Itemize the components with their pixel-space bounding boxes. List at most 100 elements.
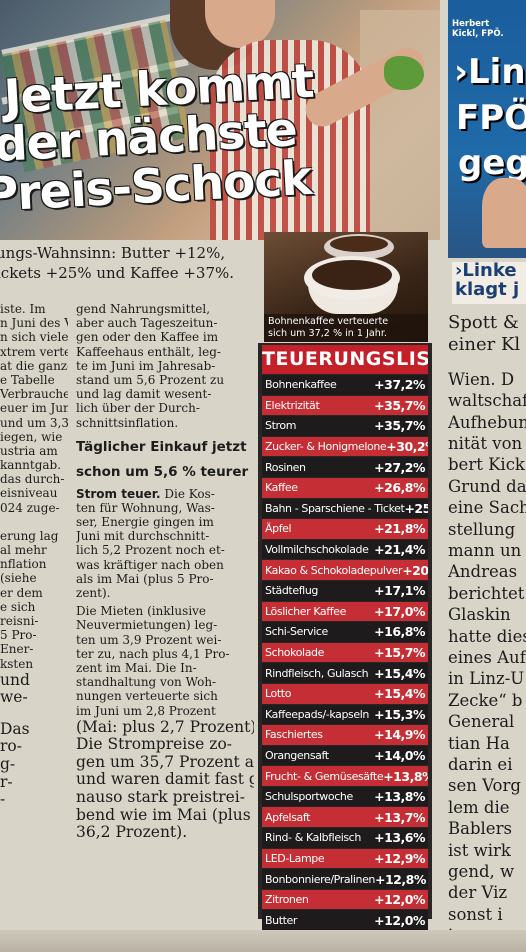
text-line: (siehe [0,571,37,586]
text-line: 024 zuge- [0,500,60,515]
text-line: was kräftiger nach oben [76,557,224,572]
text-line: Andreas [448,562,518,582]
neighbour-section-title: Spott & einer Kl [448,312,521,355]
text-line: eines Auf [448,647,526,667]
item-name: Kaffeepads/-kapseln [265,707,369,721]
text-line: waltschaft [448,391,526,411]
neighbour-subheadline: ›Linke klagt j [452,261,526,304]
list-row: Schi-Service +16,8% [262,622,428,642]
list-row: Rindfleisch, Gulasch +15,4% [262,663,428,683]
item-name: Rindfleisch, Gulasch [265,666,369,680]
text-line: Wien. D [448,369,515,389]
text-line: gen oder den Kaffee im [76,330,219,345]
item-increase: +20,2% [402,562,428,578]
text-line: standhaltung von Woh- [76,675,217,690]
list-row: Apfelsaft +13,7% [262,807,428,828]
list-row: Orangensaft +14,0% [262,745,428,766]
text-line: ksten [0,656,34,671]
item-name: Schi-Service [265,625,328,639]
lettuce [384,56,424,90]
text-line: (Mai: plus 2,7 Prozent). [76,717,254,736]
item-increase: +26,8% [374,480,425,496]
item-increase: +12,8% [375,871,426,887]
text-line: al mehr [0,543,47,557]
coffee-photo: Bohnenkaffee verteuerte sich um 37,2 % in… [264,232,428,342]
text-line: Zecke“ b [448,690,523,710]
list-row: Rind- & Kalbfleisch +13,6% [262,828,428,848]
neighbour-headline: geg [458,143,526,183]
striped-shirt [210,40,370,240]
item-name: LED-Lampe [265,851,325,865]
text-line: Neuvermietungen) leg- [76,618,218,633]
item-increase: +25,3% [404,500,428,516]
item-increase: +17,1% [374,583,425,599]
text-line: Die Strompreise zo- [76,735,233,754]
list-row: Schokolade +15,7% [262,642,428,663]
text-line: Aufhebun [448,412,526,432]
item-name: Bahn - Sparschiene - Ticket [265,501,405,515]
item-increase: +14,0% [374,747,425,763]
list-row: Zitronen +12,0% [262,889,428,910]
text-line: Glaskin [448,605,511,625]
list-row: Schulsportwoche +13,8% [262,786,428,807]
item-name: Bohnenkaffee [265,378,337,392]
text-line: nauso stark preistrei- [76,788,245,807]
text-line: gend, w [448,861,515,881]
item-name: Faschiertes [265,728,323,742]
text-line: erung lag [0,528,59,543]
text-line: als im Mai (plus 5 Pro- [76,571,214,586]
item-increase: +21,4% [374,542,425,558]
item-name: Löslicher Kaffee [265,604,346,618]
list-row: Faschiertes +14,9% [262,725,428,745]
text-line: berichtet [448,583,525,603]
list-row: Löslicher Kaffee +17,0% [262,601,428,622]
item-name: Frucht- & Gemüsesäfte [265,769,384,783]
item-increase: +15,4% [374,686,425,702]
photo-caption: Bohnenkaffee verteuerte sich um 37,2 % in… [264,314,428,342]
text-line: und [0,670,30,689]
text-line: Juni mit durchschnitt- [76,529,210,544]
text-line: ser, Energie gingen im [76,515,214,530]
item-increase: +17,0% [374,603,425,619]
text-line: kanntgab. [0,458,62,473]
text-line: schnittsinflation. [76,415,179,430]
article-subhead: ungs-Wahnsinn: Butter +12%, ickets +25% … [0,244,235,283]
item-name: Kaffee [265,481,298,495]
coffee-surface [312,260,392,290]
text-line: und waren damit fast ge- [76,770,254,789]
text-line: General [448,712,515,732]
text-line: xtrem verteu- [0,344,68,359]
list-row: Rosinen +27,2% [262,457,428,477]
text-line: 5 Pro- [0,628,37,643]
text-line: stand um 5,6 Prozent zu [76,372,225,387]
text-line: eisniveau [0,486,58,501]
text-line: hatte dies [448,626,526,646]
text-line: e sich [0,599,36,614]
text-line: lich 5,2 Prozent noch et- [76,543,225,558]
text-line: n sich viele [0,330,68,345]
neighbour-article: Spott &einer Kl Wien. DwaltschaftAufhebu… [448,312,526,952]
text-line: nität von K [448,434,526,454]
text-line: sonst i [448,904,503,924]
item-name: Orangensaft [265,748,329,762]
item-increase: +13,8% [383,768,428,784]
page-edge [0,930,526,952]
text-line: Das [0,719,30,738]
list-row: Bahn - Sparschiene - Ticket+25,3% [262,498,428,519]
list-row: Städteflug +17,1% [262,580,428,601]
item-increase: +15,3% [374,706,425,722]
text-line: n Juni des Vor- [0,316,68,331]
text-line: ro- [0,737,22,756]
text-line: Ener- [0,642,34,657]
text-line: Grund daf [448,476,526,496]
text-line: das durch- [0,472,65,487]
text-line: ter zu, nach plus 4,1 Pro- [76,646,230,661]
neighbour-headline: ›Lin [454,52,526,92]
item-name: Lotto [265,687,292,701]
text-line: eine Sach [448,498,526,518]
item-name: Vollmilchschokolade [265,543,369,557]
text-line: Die Mieten (inklusive [76,604,207,619]
item-name: Elektrizität [265,398,320,412]
text-line: tian Ha [448,733,510,753]
list-row: Elektrizität +35,7% [262,395,428,416]
